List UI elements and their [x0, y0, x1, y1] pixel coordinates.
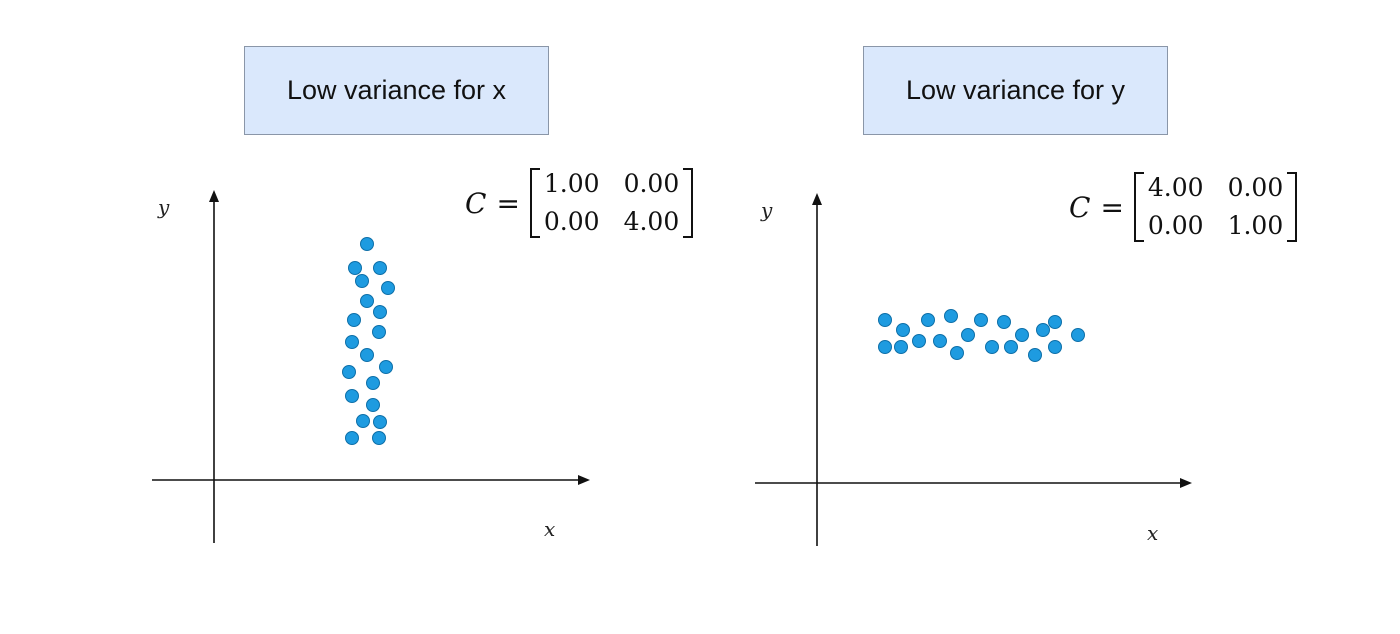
x-axis-label: x — [1147, 521, 1158, 545]
data-point — [974, 313, 988, 327]
data-point — [961, 328, 975, 342]
matrix-cell: 0.00 — [543, 207, 600, 236]
data-point — [356, 414, 370, 428]
matrix-cell: 4.00 — [1147, 173, 1204, 202]
panel-low-variance-x: Low variance for x y x C = 1.00 0.00 0.0… — [152, 46, 694, 543]
data-point — [933, 334, 947, 348]
x-axis-arrowhead — [578, 475, 590, 485]
y-axis-label: y — [157, 195, 170, 219]
title-box-low-variance-x: Low variance for x — [244, 46, 549, 135]
left-bracket — [529, 168, 540, 238]
covariance-matrix: C = 4.00 0.00 0.00 1.00 — [1069, 172, 1298, 242]
data-point — [921, 313, 935, 327]
data-point — [360, 348, 374, 362]
data-point — [1048, 340, 1062, 354]
data-point — [347, 313, 361, 327]
data-point — [345, 431, 359, 445]
data-point — [1004, 340, 1018, 354]
data-points — [342, 237, 395, 445]
data-point — [372, 431, 386, 445]
data-point — [345, 335, 359, 349]
data-point — [950, 346, 964, 360]
matrix-cell: 1.00 — [543, 169, 600, 198]
matrix-cell: 0.00 — [1147, 211, 1204, 240]
data-point — [381, 281, 395, 295]
x-axis-arrowhead — [1180, 478, 1192, 488]
data-point — [1036, 323, 1050, 337]
data-point — [342, 365, 356, 379]
data-point — [360, 237, 374, 251]
data-point — [894, 340, 908, 354]
data-point — [912, 334, 926, 348]
matrix-cell: 4.00 — [623, 207, 680, 236]
data-point — [1028, 348, 1042, 362]
matrix-cell: 0.00 — [1227, 173, 1284, 202]
panel-low-variance-y: Low variance for y y x C = 4.00 0.00 0.0… — [700, 0, 1400, 634]
matrix-symbol-text: C — [1069, 190, 1091, 224]
data-point — [997, 315, 1011, 329]
matrix-symbol: C — [465, 187, 486, 220]
data-point — [360, 294, 374, 308]
title-box-low-variance-y: Low variance for y — [863, 46, 1168, 135]
data-point — [896, 323, 910, 337]
scatter-plot-low-variance-y: y x — [755, 193, 1192, 546]
matrix-grid: 1.00 0.00 0.00 4.00 — [540, 168, 683, 238]
data-point — [1071, 328, 1085, 342]
panel-title: Low variance for y — [905, 75, 1126, 105]
data-points — [878, 309, 1085, 362]
matrix-cell: 0.00 — [623, 169, 680, 198]
data-point — [1015, 328, 1029, 342]
data-point — [373, 305, 387, 319]
matrix-cell: 1.00 — [1227, 211, 1284, 240]
matrix-grid: 4.00 0.00 0.00 1.00 — [1144, 172, 1287, 242]
matrix-symbol-text: C — [465, 186, 487, 220]
right-bracket — [1287, 172, 1298, 242]
y-axis-label: y — [760, 198, 773, 222]
data-point — [348, 261, 362, 275]
data-point — [878, 340, 892, 354]
data-point — [878, 313, 892, 327]
right-bracket — [683, 168, 694, 238]
data-point — [372, 325, 386, 339]
matrix-symbol: C — [1069, 191, 1090, 224]
left-bracket — [1133, 172, 1144, 242]
scatter-plot-low-variance-x: y x — [152, 190, 590, 543]
data-point — [373, 261, 387, 275]
data-point — [366, 376, 380, 390]
data-point — [355, 274, 369, 288]
equals-sign: = — [496, 186, 520, 220]
y-axis-arrowhead — [812, 193, 822, 205]
data-point — [944, 309, 958, 323]
data-point — [985, 340, 999, 354]
y-axis-arrowhead — [209, 190, 219, 202]
x-axis-label: x — [544, 517, 555, 541]
data-point — [345, 389, 359, 403]
covariance-matrix: C = 1.00 0.00 0.00 4.00 — [465, 168, 694, 238]
data-point — [366, 398, 380, 412]
equals-sign: = — [1100, 190, 1124, 224]
panel-title: Low variance for x — [286, 75, 507, 105]
data-point — [373, 415, 387, 429]
data-point — [379, 360, 393, 374]
data-point — [1048, 315, 1062, 329]
